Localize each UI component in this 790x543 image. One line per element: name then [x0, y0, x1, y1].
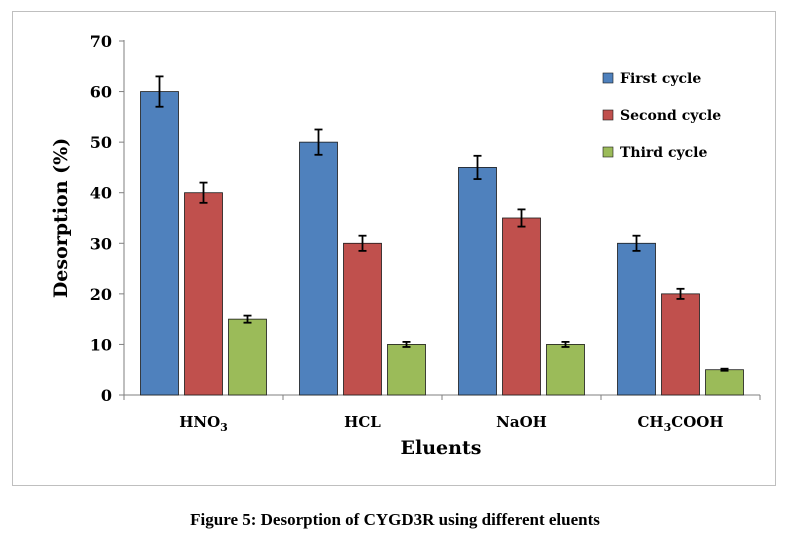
bar — [617, 242, 656, 396]
bar — [228, 318, 267, 396]
bar — [458, 167, 497, 396]
bar — [705, 369, 744, 396]
figure-caption: Figure 5: Desorption of CYGD3R using dif… — [190, 510, 600, 529]
bar — [502, 217, 541, 396]
y-tick-label: 10 — [90, 335, 112, 354]
y-tick-label: 30 — [90, 234, 112, 253]
bar — [546, 344, 585, 396]
legend-label: Third cycle — [620, 145, 707, 161]
legend-swatch — [602, 72, 614, 84]
y-tick-label: 40 — [90, 184, 112, 203]
y-tick-label: 0 — [101, 386, 112, 405]
y-tick-label: 70 — [90, 32, 112, 51]
x-category-label: NaOH — [496, 413, 547, 431]
x-category-label: HNO3 — [179, 413, 228, 434]
bar — [387, 344, 426, 396]
y-tick-label: 60 — [90, 83, 112, 102]
legend-label: Second cycle — [620, 108, 721, 124]
bar — [184, 192, 223, 396]
bar — [140, 91, 179, 396]
desorption-bar-chart: 0 10 20 30 40 50 60 70 HNO3 HCL NaOH CH3COOH Eluents… — [50, 32, 761, 459]
y-tick-label: 50 — [90, 133, 112, 152]
legend-swatch — [602, 109, 614, 121]
y-tick-label: 20 — [90, 285, 112, 304]
x-category-label: CH3COOH — [637, 413, 723, 434]
x-axis-title: Eluents — [401, 437, 482, 459]
legend-swatch — [602, 146, 614, 158]
bar — [299, 141, 338, 396]
bar — [343, 242, 382, 396]
y-axis-title: Desorption (%) — [50, 138, 72, 298]
x-category-label: HCL — [344, 413, 381, 431]
legend-label: First cycle — [620, 71, 701, 87]
bar — [661, 293, 700, 396]
